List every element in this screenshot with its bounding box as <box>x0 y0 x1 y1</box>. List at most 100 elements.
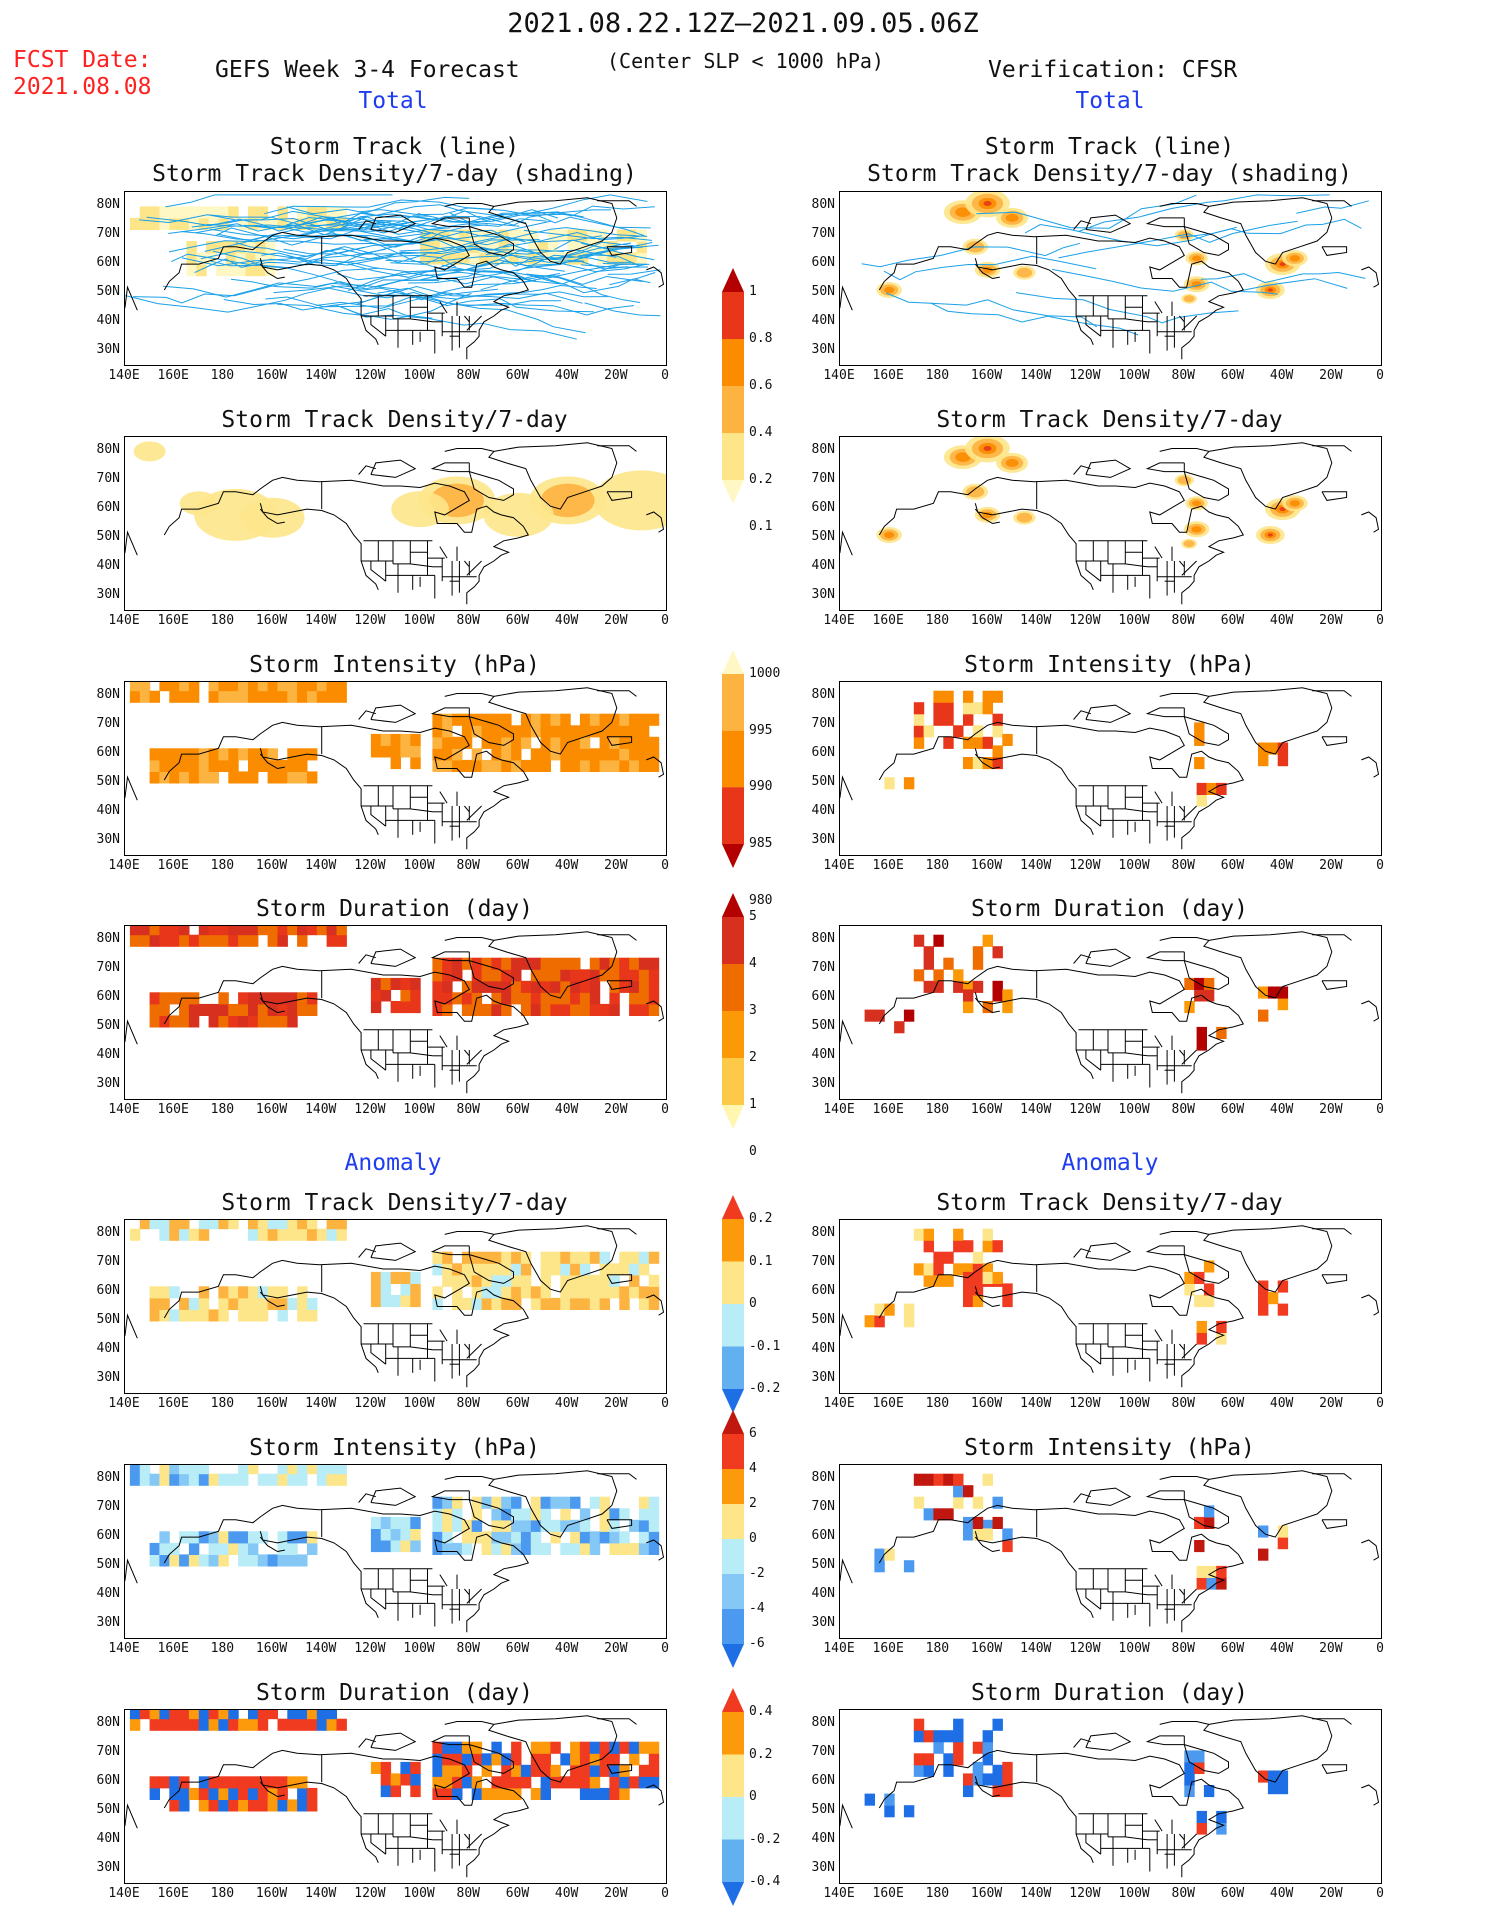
grid-cell <box>560 1542 571 1555</box>
grid-cell <box>461 1764 473 1777</box>
lat-tick-label: 30N <box>96 586 120 602</box>
grid-cell <box>943 957 954 970</box>
grid-cell <box>287 1542 298 1555</box>
lon-tick-label: 20W <box>1319 1641 1343 1656</box>
grid-cell <box>380 989 392 1002</box>
grid-cell <box>179 771 190 784</box>
lon-tick-label: 140E <box>823 1886 855 1901</box>
grid-cell <box>589 969 601 982</box>
grid-cell <box>179 1309 190 1322</box>
colorbar-label: 0.1 <box>749 519 773 534</box>
grid-cell <box>933 934 944 947</box>
coastline <box>840 1313 853 1339</box>
grid-cell <box>257 1799 269 1812</box>
grid-cell <box>992 757 1003 770</box>
coastline <box>1145 462 1185 473</box>
lon-tick-label: 160W <box>255 613 288 628</box>
coastline <box>606 491 633 501</box>
lon-tick-label: 140E <box>108 1396 140 1411</box>
grid-cell <box>238 1718 249 1731</box>
grid-cell <box>560 957 571 970</box>
grid-cell <box>587 229 598 242</box>
panel-title: Storm Track Density/7-day <box>936 1190 1283 1216</box>
grid-cell <box>159 682 170 692</box>
grid-cell <box>579 1003 591 1016</box>
grid-cell <box>481 736 492 749</box>
lon-tick-label: 100W <box>403 1102 435 1117</box>
grid-cell <box>380 1516 392 1529</box>
grid-cell <box>874 1315 885 1328</box>
grid-cell <box>560 1274 571 1287</box>
grid-cell <box>550 980 561 993</box>
lon-tick-label: 140E <box>823 1396 855 1411</box>
lon-tick-label: 60W <box>505 1886 530 1901</box>
grid-cell <box>188 1718 200 1731</box>
grid-cell <box>169 1718 180 1731</box>
density-blob <box>1192 255 1202 262</box>
coastline <box>1312 690 1352 697</box>
lon-tick-label: 80W <box>1171 1396 1196 1411</box>
grid-cell <box>297 206 308 219</box>
grid-cell <box>238 1554 249 1567</box>
grid-cell <box>267 1776 278 1789</box>
grid-cell <box>1216 1332 1227 1345</box>
grid-cell <box>410 1295 421 1308</box>
grid-cell <box>287 1531 298 1544</box>
coastline <box>370 1834 387 1855</box>
grid-cell <box>179 1297 190 1310</box>
grid-cell <box>550 1297 561 1310</box>
grid-cell <box>629 713 640 726</box>
grid-cell <box>540 1764 551 1777</box>
grid-cell <box>400 733 411 746</box>
grid-cell <box>307 1542 318 1555</box>
coastline <box>1321 1519 1348 1529</box>
lon-tick-label: 80W <box>1171 1102 1196 1117</box>
grid-cell <box>648 1251 660 1264</box>
coastline <box>488 197 618 265</box>
lon-tick-label: 100W <box>1118 858 1150 873</box>
grid-cell <box>257 1710 269 1720</box>
grid-cell <box>287 682 298 692</box>
grid-cell <box>501 1531 512 1544</box>
grid-cell <box>129 926 141 936</box>
density-blob <box>240 497 305 538</box>
colorbar-anom_intensity <box>722 1410 744 1668</box>
grid-cell <box>469 229 480 242</box>
grid-cell <box>599 957 610 970</box>
grid-cell <box>609 1764 620 1777</box>
coastline <box>1145 1490 1185 1501</box>
grid-cell <box>550 992 561 1005</box>
grid-cell <box>638 1263 650 1276</box>
grid-cell <box>567 252 578 265</box>
coastline <box>1179 315 1185 323</box>
lat-tick-label: 50N <box>96 528 120 544</box>
colorbar-label: 995 <box>749 722 773 738</box>
coastline <box>1154 301 1163 314</box>
grid-cell <box>277 926 288 936</box>
grid-cell <box>208 926 219 936</box>
grid-cell <box>481 1542 492 1555</box>
lon-tick-label: 20W <box>1319 1102 1343 1117</box>
coastline <box>606 980 633 990</box>
coastline <box>466 1343 482 1359</box>
grid-cell <box>530 1286 542 1299</box>
lon-tick-label: 100W <box>1118 1641 1150 1656</box>
grid-cell <box>511 748 522 761</box>
grid-cell <box>461 1251 473 1264</box>
grid-cell <box>228 748 239 761</box>
grid-cell <box>864 1793 875 1806</box>
grid-cell <box>491 1787 502 1800</box>
grid-cell <box>530 1787 542 1800</box>
grid-cell <box>520 1519 532 1532</box>
lon-tick-label: 60W <box>505 613 530 628</box>
coastline <box>430 707 470 718</box>
grid-cell <box>953 1730 964 1743</box>
lat-tick-label: 50N <box>96 1311 120 1327</box>
grid-cell <box>267 1473 278 1486</box>
grid-cell <box>1277 998 1289 1011</box>
grid-cell <box>410 1001 421 1014</box>
grid-cell <box>326 1228 337 1241</box>
grid-cell <box>953 1485 964 1498</box>
grid-cell <box>208 1220 219 1230</box>
lat-tick-label: 50N <box>96 1017 120 1033</box>
